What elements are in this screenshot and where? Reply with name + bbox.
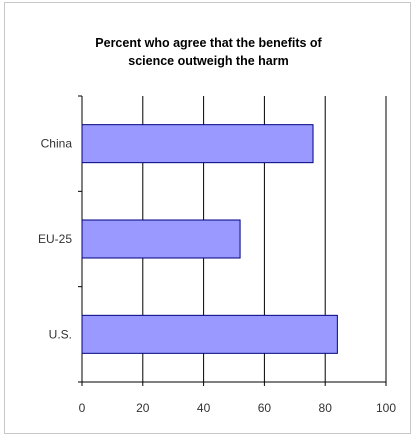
bar [81,314,338,354]
x-tick-label: 20 [136,401,150,415]
x-tick-label: 100 [376,401,396,415]
chart-title: Percent who agree that the benefits of s… [0,34,417,70]
x-tick-label: 60 [258,401,272,415]
chart-title-line-2: science outweigh the harm [128,54,289,68]
chart-frame [4,2,411,434]
bar [81,219,241,259]
x-tick-label: 0 [79,401,86,415]
category-label: China [41,137,73,151]
category-label: EU-25 [38,232,72,246]
x-tick-label: 40 [197,401,211,415]
category-label: U.S. [49,327,72,341]
x-tick-label: 80 [319,401,333,415]
bar [81,124,314,164]
chart-title-line-1: Percent who agree that the benefits of [95,36,322,50]
